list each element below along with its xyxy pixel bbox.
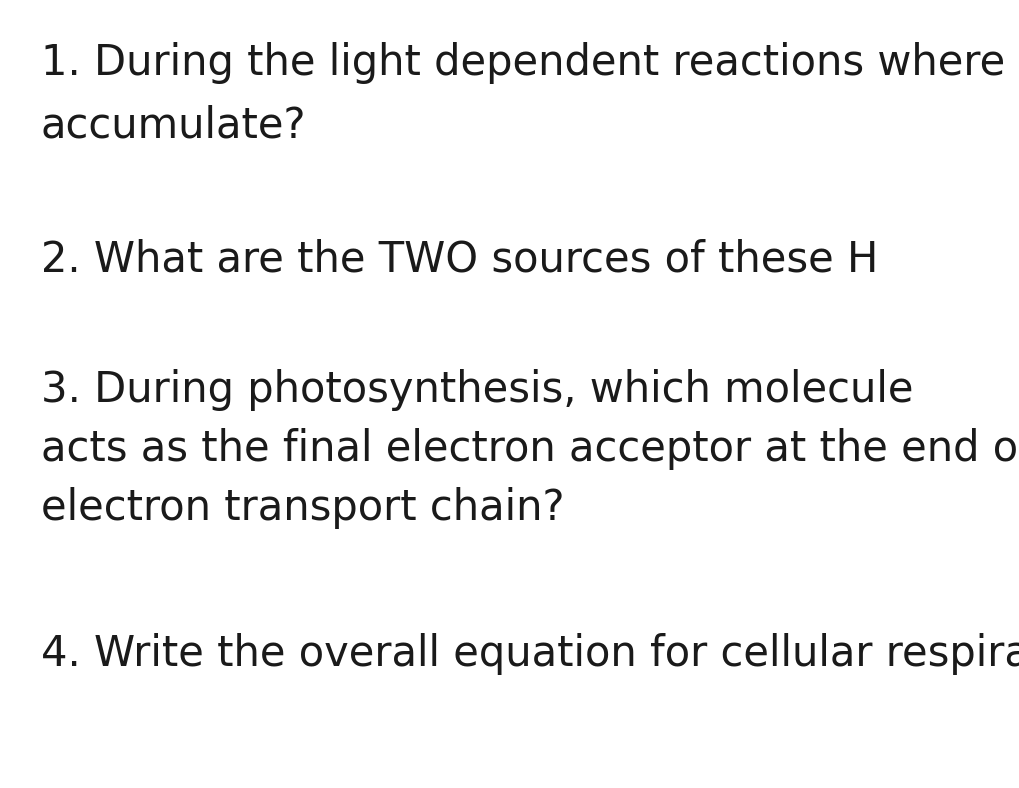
Text: acts as the final electron acceptor at the end of the: acts as the final electron acceptor at t… (41, 428, 1019, 470)
Text: 3. During photosynthesis, which molecule: 3. During photosynthesis, which molecule (41, 369, 912, 411)
Text: accumulate?: accumulate? (41, 105, 306, 147)
Text: 2. What are the TWO sources of these H: 2. What are the TWO sources of these H (41, 239, 877, 281)
Text: 1. During the light dependent reactions where do H: 1. During the light dependent reactions … (41, 42, 1019, 84)
Text: 4. Write the overall equation for cellular respiration.: 4. Write the overall equation for cellul… (41, 633, 1019, 675)
Text: electron transport chain?: electron transport chain? (41, 487, 564, 529)
